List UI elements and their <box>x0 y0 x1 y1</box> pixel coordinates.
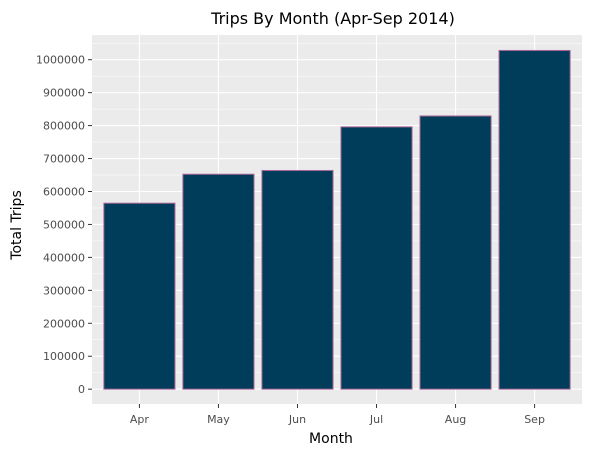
x-tick-label: Apr <box>130 413 150 426</box>
x-axis-ticks: Apr May Jun Jul Aug Sep <box>130 404 545 426</box>
x-tick-label: Aug <box>445 413 466 426</box>
x-tick-label: Jul <box>369 413 383 426</box>
chart-title: Trips By Month (Apr-Sep 2014) <box>210 9 455 28</box>
y-tick-label: 200000 <box>43 317 85 330</box>
y-tick-label: 600000 <box>43 185 85 198</box>
y-tick-label: 800000 <box>43 120 85 133</box>
y-tick-label: 300000 <box>43 284 85 297</box>
bar-jul <box>340 126 413 390</box>
y-tick-label: 900000 <box>43 87 85 100</box>
y-tick-label: 700000 <box>43 153 85 166</box>
x-tick-label: Jun <box>288 413 306 426</box>
bar-apr <box>103 202 176 390</box>
y-axis-ticks: 0 100000 200000 300000 400000 500000 600000 700… <box>36 54 92 396</box>
bar-jun <box>261 169 334 390</box>
bar-aug <box>419 115 492 390</box>
x-tick-label: May <box>207 413 230 426</box>
y-tick-label: 0 <box>78 383 85 396</box>
y-tick-label: 400000 <box>43 251 85 264</box>
y-tick-label: 1000000 <box>36 54 85 67</box>
y-axis-title: Total Trips <box>9 190 25 260</box>
x-axis-title: Month <box>309 431 353 447</box>
y-tick-label: 500000 <box>43 218 85 231</box>
x-tick-label: Sep <box>524 413 545 426</box>
bar-may <box>182 173 255 390</box>
bars <box>103 49 571 390</box>
bar-sep <box>498 49 571 390</box>
y-tick-label: 100000 <box>43 350 85 363</box>
